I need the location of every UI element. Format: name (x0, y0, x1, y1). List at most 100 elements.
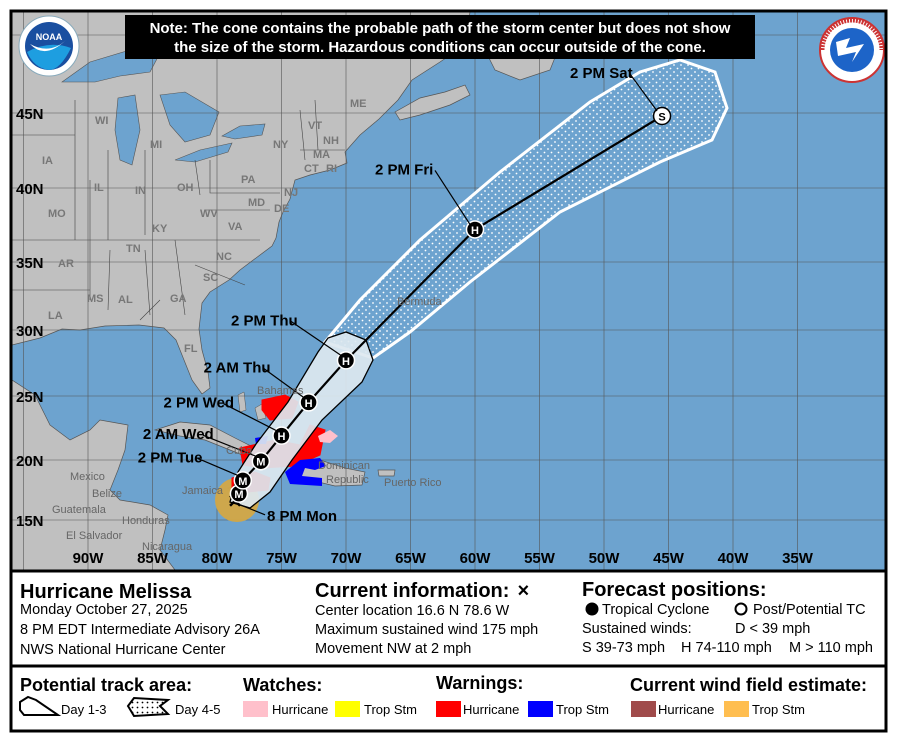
day-4-5-icon (126, 696, 171, 718)
hurricane-watch-label: Hurricane (272, 702, 328, 717)
state-label: VT (308, 120, 322, 132)
forecast-point-H[interactable]: H (336, 351, 356, 370)
advisory-number: 8 PM EDT Intermediate Advisory 26A (20, 622, 260, 638)
track-point-label: 2 PM Wed (164, 395, 235, 412)
state-label: IL (94, 182, 104, 194)
hurricane-wind-swatch (631, 701, 656, 717)
lat-label: 25N (16, 389, 44, 406)
place-label: Puerto Rico (384, 477, 441, 489)
lat-label: 20N (16, 453, 44, 470)
lat-label: 15N (16, 513, 44, 530)
tropstm-watch-label: Trop Stm (364, 702, 417, 717)
forecast-point-H[interactable]: H (465, 220, 485, 239)
place-label: Belize (92, 488, 122, 500)
state-label: TN (126, 243, 141, 255)
state-label: SC (203, 272, 218, 284)
state-label: IN (135, 185, 146, 197)
warnings-header: Warnings: (436, 673, 523, 693)
place-label: Dominican (318, 460, 370, 472)
lon-label: 90W (73, 550, 105, 567)
legend: Potential track area: Day 1-3 Day 4-5 Wa… (19, 673, 867, 718)
current-info-header: Current information: (315, 580, 509, 602)
lon-label: 40W (718, 550, 750, 567)
land-puerto-rico (377, 469, 396, 477)
tropstm-wind-label: Trop Stm (752, 702, 805, 717)
forecast-point-H[interactable]: H (272, 426, 291, 445)
state-label: KY (152, 223, 168, 235)
intensity-letter: S (658, 112, 665, 124)
track-point-label: 2 AM Wed (143, 426, 214, 443)
state-label: RI (326, 163, 337, 175)
tropical-cyclone-marker-icon (465, 220, 485, 239)
issuing-center: NWS National Hurricane Center (20, 642, 226, 658)
lon-label: 85W (137, 550, 169, 567)
land-mexico-central-america (12, 379, 176, 570)
intensity-letter: H (278, 431, 286, 443)
lat-label: 35N (16, 255, 44, 272)
lon-label: 65W (395, 550, 427, 567)
hurricane-watch-area (318, 430, 338, 443)
state-label: WI (95, 115, 108, 127)
intensity-letter: H (471, 225, 479, 237)
state-label: MA (313, 149, 330, 161)
state-label: PA (241, 174, 256, 186)
tropical-cyclone-marker-icon (299, 393, 318, 412)
forecast-point-M[interactable]: M (233, 471, 253, 490)
wind-field-header: Current wind field estimate: (630, 675, 867, 695)
place-label: Bahamas (257, 385, 304, 397)
post-tc-circle-icon (734, 602, 748, 616)
place-label: El Salvador (66, 530, 123, 542)
center-location: Center location 16.6 N 78.6 W (315, 603, 510, 619)
place-label: Guatemala (52, 504, 107, 516)
hurricane-warning-swatch (436, 701, 461, 717)
lon-label: 50W (589, 550, 621, 567)
lat-label: 30N (16, 323, 44, 340)
state-label: WV (200, 208, 218, 220)
place-label: Mexico (70, 471, 105, 483)
forecast-point-S[interactable]: S (652, 106, 672, 126)
max-wind: Maximum sustained wind 175 mph (315, 622, 538, 638)
track-point-label: 2 PM Thu (231, 312, 298, 329)
track-point-label: 2 PM Tue (138, 449, 203, 466)
advisory-date: Monday October 27, 2025 (20, 602, 188, 618)
wind-d: D < 39 mph (735, 621, 810, 637)
lon-label: 55W (524, 550, 556, 567)
forecast-positions-header: Forecast positions: (582, 579, 766, 601)
info-panel: Hurricane Melissa Monday October 27, 202… (20, 579, 873, 658)
note-box (125, 15, 755, 59)
forecast-point-H[interactable]: H (299, 393, 318, 412)
hurricane-watch-swatch (243, 701, 268, 717)
tropical-cyclone-marker-icon (251, 451, 271, 471)
state-borders (12, 99, 345, 321)
frame (9, 9, 888, 733)
tropstm-warning-label: Trop Stm (556, 702, 609, 717)
day-1-3-label: Day 1-3 (61, 702, 107, 717)
note-line-1: Note: The cone contains the probable pat… (150, 20, 731, 37)
place-label: Bermuda (397, 296, 443, 308)
lat-label: 40N (16, 181, 44, 198)
place-label: Honduras (122, 515, 170, 527)
forecast-point-M[interactable]: M (251, 451, 271, 471)
state-label: MO (48, 208, 66, 220)
wind-s: S 39-73 mph (582, 640, 665, 656)
state-label: OH (177, 182, 194, 194)
track-point-label: 2 PM Fri (375, 161, 433, 178)
svg-text:NOAA: NOAA (36, 32, 63, 42)
state-label: ME (350, 98, 367, 110)
intensity-letter: M (256, 457, 265, 469)
state-label: IA (42, 155, 53, 167)
wind-m: M > 110 mph (789, 640, 873, 656)
track-point-label: 2 PM Sat (570, 65, 633, 82)
lon-label: 75W (266, 550, 298, 567)
track-area-header: Potential track area: (20, 675, 192, 695)
state-label: NJ (284, 187, 298, 199)
state-label: AL (118, 294, 133, 306)
tropstm-watch-swatch (335, 701, 360, 717)
tropical-cyclone-marker-icon (336, 351, 356, 370)
tropstm-warning-swatch (528, 701, 553, 717)
state-label: VA (228, 221, 243, 233)
hurricane-wind-label: Hurricane (658, 702, 714, 717)
cone-day-4-5 (322, 58, 729, 360)
